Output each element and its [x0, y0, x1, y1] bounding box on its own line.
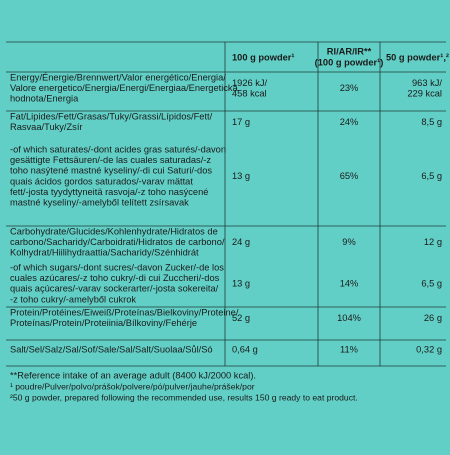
footnote: ¹ poudre/Pulver/polvo/prášok/polvere/pó/…	[10, 381, 255, 391]
value-ri: 65%	[340, 171, 359, 181]
value-50g: 12 g	[424, 237, 442, 247]
value-50g: 8,5 g	[421, 117, 442, 127]
col-header: RI/AR/IR**	[327, 46, 372, 56]
row-label: quais ácidos gordos saturados/-varav mät…	[10, 176, 193, 186]
value-100g: 13 g	[232, 171, 250, 181]
row-label: mastné kyseliny/-amelyből telített zsírs…	[10, 197, 189, 207]
footnote: ²50 g powder, prepared following the rec…	[10, 392, 358, 402]
row-label: Carbohydrate/Glucides/Kohlenhydrate/Hidr…	[10, 226, 218, 236]
col-header: (100 g powder¹)	[315, 57, 384, 67]
row-label: cuales azúcares/-z toho cukry/-di cui Zu…	[10, 273, 220, 283]
row-label: -of which sugars/-dont sucres/-davon Zuc…	[10, 262, 224, 272]
col-header: 100 g powder¹	[232, 52, 295, 62]
value-50g: 963 kJ/	[412, 78, 442, 88]
row-label: Salt/Sel/Salz/Sal/Sof/Sale/Sal/Salt/Suol…	[10, 344, 213, 354]
value-50g: 6,5 g	[421, 171, 442, 181]
value-ri: 24%	[340, 117, 359, 127]
value-ri: 104%	[337, 313, 361, 323]
row-label: carbono/Sacharidy/Carboidrati/Hidratos d…	[10, 237, 225, 247]
value-100g: 24 g	[232, 237, 250, 247]
row-label: Proteínas/Protein/Proteiinia/Bílkoviny/F…	[10, 318, 197, 328]
row-label: gesättigte Fettsäuren/-de las cuales sat…	[10, 155, 211, 165]
value-50g: 229 kcal	[407, 88, 442, 98]
value-ri: 9%	[342, 237, 355, 247]
col-header: 50 g powder¹,²	[386, 52, 449, 62]
row-label: Valore energetico/Energia/Energi/Energia…	[10, 83, 239, 93]
value-50g: 26 g	[424, 313, 442, 323]
value-100g: 52 g	[232, 313, 250, 323]
row-label: hodnota/Energia	[10, 94, 79, 104]
value-ri: 23%	[340, 83, 359, 93]
row-label: -z toho cukry/-amelyből cukrok	[10, 294, 136, 304]
row-label: quais açúcares/-varav sockerarter/-josta…	[10, 284, 219, 294]
footnote: **Reference intake of an average adult (…	[10, 370, 256, 380]
value-ri: 11%	[340, 344, 358, 354]
row-label: fett/-josta tyydyttyneitä rasvoja/-z toh…	[10, 187, 208, 197]
row-label: toho nasýtené mastné kyseliny/-di cui Sa…	[10, 166, 212, 176]
value-100g: 1926 kJ/	[232, 78, 268, 88]
value-100g: 458 kcal	[232, 88, 267, 98]
row-label: Fat/Lipides/Fett/Grasas/Tuky/Grassi/Lípi…	[10, 111, 213, 121]
row-label: Protein/Protéines/Eiweiß/Proteínas/Bielk…	[10, 307, 239, 317]
value-ri: 14%	[340, 278, 359, 288]
row-label: Rasvaa/Tuky/Zsír	[10, 122, 83, 132]
row-label: Kolhydrat/Hiilihydraattia/Sacharidy/Szén…	[10, 248, 199, 258]
row-label: -of which saturates/-dont acides gras sa…	[10, 144, 226, 154]
value-50g: 0,32 g	[416, 344, 442, 354]
row-label: Energy/Énergie/Brennwert/Valor energétic…	[10, 72, 226, 82]
value-100g: 17 g	[232, 117, 250, 127]
value-50g: 6,5 g	[421, 278, 442, 288]
value-100g: 13 g	[232, 278, 250, 288]
value-100g: 0,64 g	[232, 344, 258, 354]
